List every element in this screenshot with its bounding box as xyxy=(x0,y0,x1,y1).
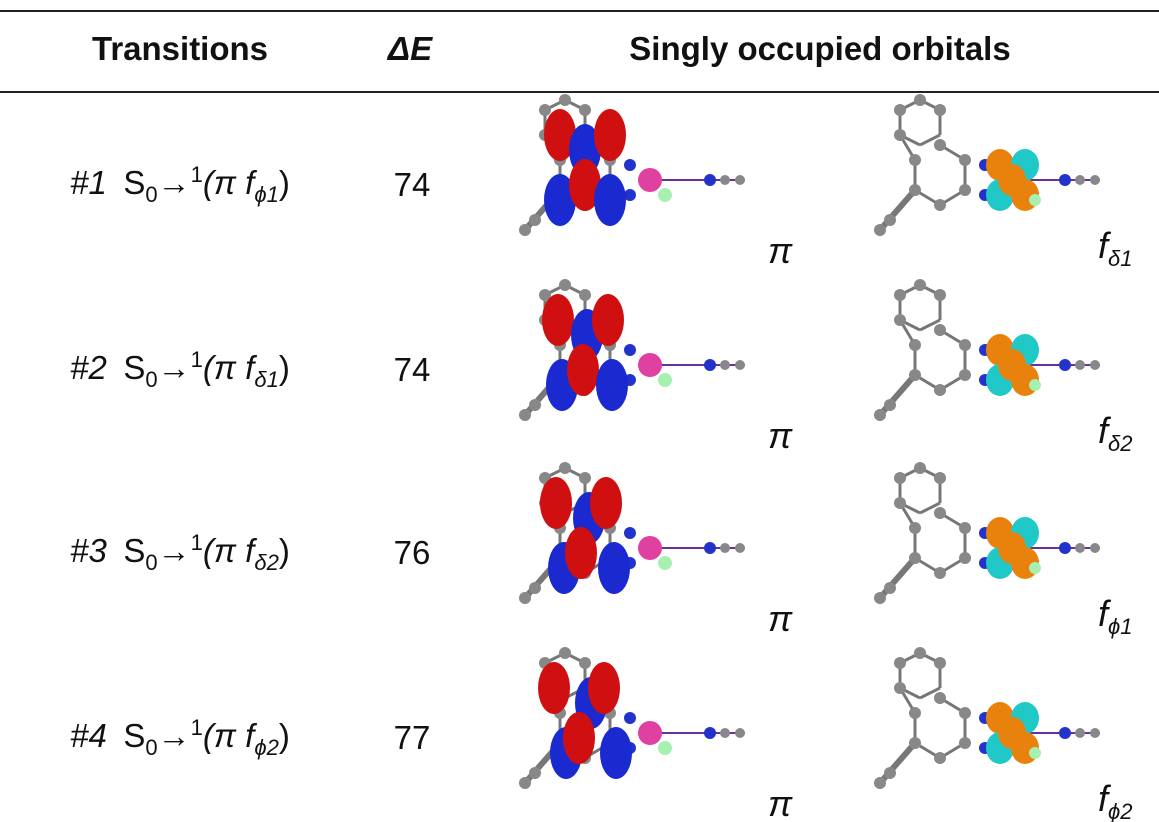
state-sub: 0 xyxy=(145,367,157,392)
energy: 76 xyxy=(394,534,431,572)
open: (π f xyxy=(203,349,254,386)
arrow: → xyxy=(158,349,191,386)
orbital-label: π xyxy=(768,598,792,640)
orbital-f: f xyxy=(1098,593,1108,634)
top-rule xyxy=(0,10,1159,12)
multiplicity: 1 xyxy=(191,347,203,372)
orbital-label: fϕ2 xyxy=(1098,778,1133,822)
transition-id: #1 xyxy=(70,164,107,201)
state: S xyxy=(123,349,145,386)
close: ) xyxy=(279,164,290,201)
f-orbital-image xyxy=(860,90,1120,260)
state-sub: 0 xyxy=(145,550,157,575)
pi-orbital-image xyxy=(505,275,765,445)
multiplicity: 1 xyxy=(191,530,203,555)
orbital-f: f xyxy=(1098,410,1108,451)
close: ) xyxy=(279,532,290,569)
close: ) xyxy=(279,349,290,386)
transition: #3 S0→1(π fδ2) xyxy=(70,530,290,576)
state-sub: 0 xyxy=(145,735,157,760)
orbital-label: π xyxy=(768,783,792,822)
orbital-label: fϕ1 xyxy=(1098,593,1133,640)
transition-id: #2 xyxy=(70,349,107,386)
transition-id: #4 xyxy=(70,717,107,754)
f-orbital-image xyxy=(860,643,1120,813)
page: Transitions ΔE Singly occupied orbitals … xyxy=(0,0,1159,822)
transition: #1 S0→1(π fϕ1) xyxy=(70,162,290,208)
header-energy: ΔE xyxy=(388,30,432,68)
header-orbitals: Singly occupied orbitals xyxy=(629,30,1010,68)
pi-orbital-image xyxy=(505,458,765,628)
orbital-label: π xyxy=(768,230,792,272)
orbital-f-sub: δ1 xyxy=(1108,246,1132,271)
transition: #2 S0→1(π fδ1) xyxy=(70,347,290,393)
state: S xyxy=(123,532,145,569)
orbital-f-sub: ϕ2 xyxy=(1108,799,1132,822)
f-sub: δ1 xyxy=(254,367,278,392)
arrow: → xyxy=(158,717,191,754)
f-sub: ϕ2 xyxy=(254,735,278,760)
multiplicity: 1 xyxy=(191,715,203,740)
open: (π f xyxy=(203,532,254,569)
pi-orbital-image xyxy=(505,90,765,260)
orbital-f: f xyxy=(1098,778,1108,819)
orbital-f-sub: δ2 xyxy=(1108,431,1132,456)
orbital-label: π xyxy=(768,415,792,457)
state-sub: 0 xyxy=(145,182,157,207)
transition: #4 S0→1(π fϕ2) xyxy=(70,715,290,761)
arrow: → xyxy=(158,164,191,201)
energy: 74 xyxy=(394,351,431,389)
orbital-f-sub: ϕ1 xyxy=(1108,614,1132,639)
transition-id: #3 xyxy=(70,532,107,569)
orbital-label: fδ1 xyxy=(1098,225,1132,272)
arrow: → xyxy=(158,532,191,569)
energy: 74 xyxy=(394,166,431,204)
header-transitions: Transitions xyxy=(92,30,268,68)
open: (π f xyxy=(203,717,254,754)
open: (π f xyxy=(203,164,254,201)
orbital-label: fδ2 xyxy=(1098,410,1132,457)
f-sub: ϕ1 xyxy=(254,182,278,207)
energy: 77 xyxy=(394,719,431,757)
f-sub: δ2 xyxy=(254,550,278,575)
f-orbital-image xyxy=(860,458,1120,628)
f-orbital-image xyxy=(860,275,1120,445)
multiplicity: 1 xyxy=(191,162,203,187)
orbital-f: f xyxy=(1098,225,1108,266)
state: S xyxy=(123,717,145,754)
state: S xyxy=(123,164,145,201)
pi-orbital-image xyxy=(505,643,765,813)
close: ) xyxy=(279,717,290,754)
